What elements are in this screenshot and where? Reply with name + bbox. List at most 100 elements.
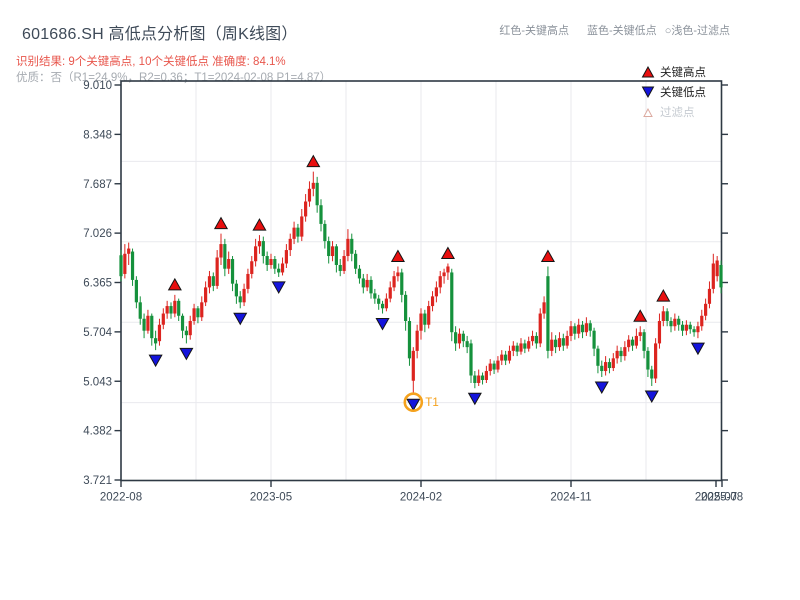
candle-body bbox=[284, 250, 288, 264]
y-tick-label: 7.687 bbox=[83, 179, 112, 191]
candle-body bbox=[234, 283, 238, 297]
candle-body bbox=[300, 216, 304, 237]
candle-body bbox=[615, 350, 619, 359]
candle-body bbox=[384, 298, 388, 309]
candle-body bbox=[161, 313, 165, 325]
candle-body bbox=[207, 276, 212, 288]
candle-body bbox=[642, 332, 646, 351]
key-low-marker bbox=[375, 318, 390, 331]
candle-body bbox=[573, 326, 577, 334]
candle-body bbox=[404, 294, 408, 321]
candle-body bbox=[696, 326, 700, 333]
candle-body bbox=[242, 288, 246, 303]
key-low-marker bbox=[233, 312, 248, 326]
candle-body bbox=[261, 241, 265, 257]
candle-body bbox=[369, 279, 373, 294]
candle-body bbox=[638, 332, 642, 336]
key-point-markers bbox=[148, 154, 705, 412]
candle-body bbox=[392, 276, 396, 288]
candle-body bbox=[211, 276, 215, 286]
candle-body bbox=[607, 362, 612, 369]
y-tick-label: 3.721 bbox=[83, 475, 112, 487]
candle-body bbox=[580, 324, 585, 333]
note-filtered: ○浅色-过滤点 bbox=[664, 25, 730, 37]
candle-body bbox=[515, 345, 519, 352]
candle-body bbox=[592, 330, 596, 349]
chart-legend: 关键高点 关键低点 过滤点 bbox=[641, 62, 731, 122]
candle-body bbox=[677, 318, 681, 325]
candle-body bbox=[623, 347, 627, 357]
candle-body bbox=[627, 339, 631, 348]
candle-body bbox=[461, 333, 465, 342]
candle-body bbox=[334, 246, 338, 265]
red-up-triangle-icon bbox=[641, 65, 655, 78]
candle-body bbox=[550, 339, 554, 351]
y-tick-label: 4.382 bbox=[83, 426, 112, 438]
x-tick-label: 2024-11 bbox=[550, 492, 591, 504]
y-tick-label: 8.348 bbox=[83, 129, 112, 141]
candle-body bbox=[323, 223, 327, 242]
candle-body bbox=[280, 263, 285, 273]
y-tick-label: 5.043 bbox=[83, 376, 112, 388]
candle-body bbox=[419, 313, 423, 331]
legend-item-key-low: 关键低点 bbox=[641, 82, 731, 102]
candle-body bbox=[365, 279, 369, 288]
candle-body bbox=[180, 315, 185, 331]
candle-body bbox=[184, 330, 188, 336]
candle-body bbox=[704, 303, 708, 316]
candle-body bbox=[450, 272, 454, 333]
candle-body bbox=[657, 320, 662, 344]
candle-body bbox=[446, 266, 450, 273]
candle-body bbox=[561, 338, 565, 346]
candle-body bbox=[527, 341, 531, 349]
candle-body bbox=[142, 318, 146, 331]
candle-body bbox=[257, 241, 262, 247]
candle-body bbox=[504, 354, 508, 361]
key-low-marker bbox=[148, 354, 163, 368]
candle-body bbox=[119, 255, 123, 277]
candle-body bbox=[565, 335, 569, 346]
legend-item-key-high: 关键高点 bbox=[641, 62, 731, 82]
key-high-marker bbox=[390, 249, 405, 262]
candle-body bbox=[196, 308, 200, 318]
legend-item-filtered: 过滤点 bbox=[641, 102, 731, 122]
candle-body bbox=[488, 363, 492, 372]
candle-body bbox=[311, 182, 315, 189]
candle-body bbox=[411, 350, 415, 381]
candles bbox=[119, 171, 723, 395]
candle-body bbox=[442, 272, 446, 277]
candle-body bbox=[619, 350, 623, 357]
candle-body bbox=[646, 350, 650, 370]
candle-body bbox=[307, 188, 312, 202]
candle-body bbox=[288, 238, 292, 251]
color-note: 红色-关键高点 蓝色-关键低点 ○浅色-过滤点 bbox=[499, 22, 730, 38]
candle-body bbox=[715, 260, 719, 277]
key-high-marker bbox=[540, 249, 555, 262]
candle-body bbox=[438, 276, 442, 288]
key-low-marker bbox=[644, 390, 659, 403]
candle-body bbox=[296, 227, 300, 237]
candle-body bbox=[569, 326, 573, 336]
candle-body bbox=[127, 248, 131, 254]
candle-body bbox=[684, 324, 688, 331]
candle-body bbox=[254, 246, 258, 262]
candle-body bbox=[350, 238, 354, 254]
candle-body bbox=[434, 287, 438, 297]
key-high-marker bbox=[440, 246, 455, 259]
candle-body bbox=[707, 288, 712, 304]
candle-body bbox=[134, 279, 138, 303]
candle-body bbox=[273, 259, 277, 269]
candle-body bbox=[277, 268, 281, 273]
candle-body bbox=[500, 354, 504, 361]
candle-body bbox=[373, 293, 377, 299]
candle-body bbox=[227, 259, 231, 269]
candle-body bbox=[188, 320, 192, 336]
key-low-marker bbox=[467, 392, 482, 406]
candle-body bbox=[465, 341, 469, 348]
candle-body bbox=[519, 343, 523, 352]
candle-body bbox=[238, 296, 242, 303]
candle-body bbox=[407, 320, 412, 359]
candle-body bbox=[680, 324, 685, 331]
candle-body bbox=[427, 306, 431, 325]
key-low-marker bbox=[406, 398, 421, 412]
